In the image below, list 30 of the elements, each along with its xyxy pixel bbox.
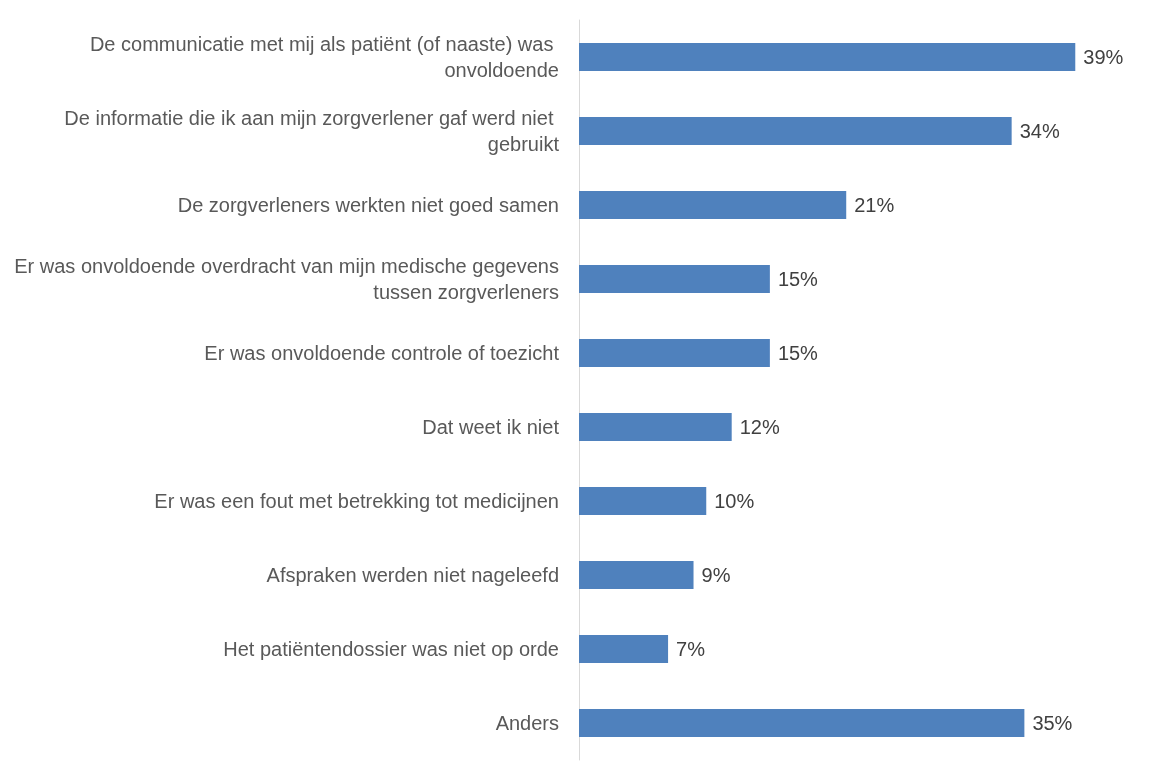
data-label: 34% [1019,120,1060,142]
y-tick-label: De communicatie met mij als patiënt (of naaste) was onvoldoende [89,33,559,81]
y-tick-label: Er was onvoldoende controle of toezicht [204,342,560,364]
bar [579,634,669,664]
data-label: 10% [714,490,755,512]
y-tick-label: Dat weet ik niet [422,416,560,438]
data-label: 12% [739,416,780,438]
bar [579,412,732,442]
y-tick-label: Er was een fout met betrekking tot medicijnen [154,490,559,512]
data-label: 9% [701,564,731,586]
bar [579,486,707,516]
data-label: 15% [777,268,819,290]
data-label: 15% [777,342,819,364]
y-tick-label: Het patiëntendossier was niet op orde [223,638,559,660]
y-tick-label: De zorgverleners werkten niet goed samen [177,194,559,216]
bar [579,190,847,220]
y-tick-label: Afspraken werden niet nageleefd [266,564,559,586]
bar [579,708,1025,738]
bar [579,338,770,368]
data-label: 21% [854,194,895,216]
bar [579,264,770,294]
y-tick-label: De informatie die ik aan mijn zorgverlener gaf werd niet gebruikt [64,107,560,155]
data-label: 39% [1083,46,1124,68]
data-label: 35% [1032,712,1073,734]
data-label: 7% [676,638,706,660]
y-tick-label: Er was onvoldoende overdracht van mijn medische gegevens tussen zorgverleners [14,255,559,303]
bar [579,42,1076,72]
bar [579,560,694,590]
bar [579,116,1012,146]
y-tick-label: Anders [495,712,559,734]
